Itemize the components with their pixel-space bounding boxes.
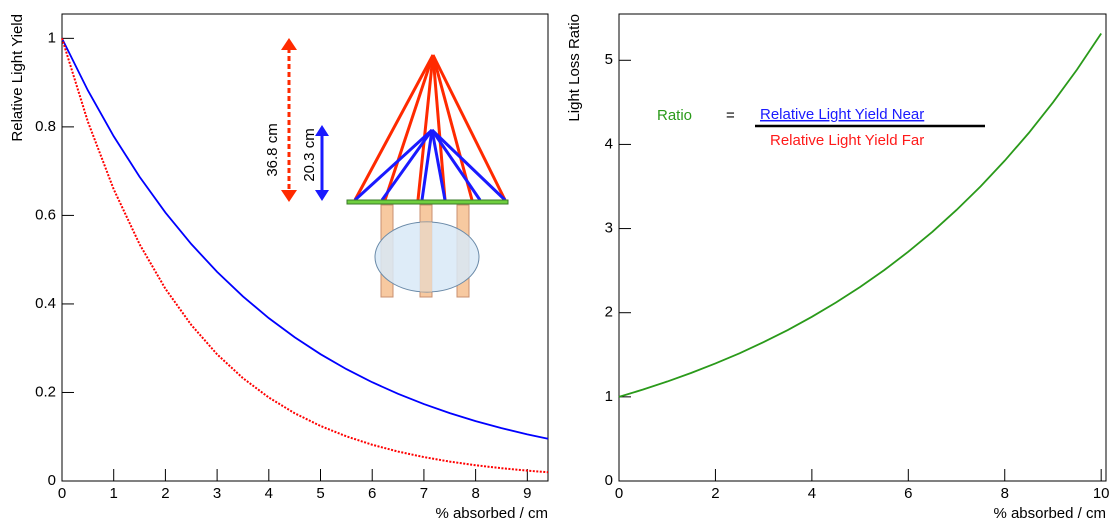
inset-diagram: 36.8 cm 20.3 cm: [264, 38, 509, 298]
y-tick-label: 0.2: [35, 383, 56, 400]
y-axis-title: Relative Light Yield: [9, 14, 26, 142]
x-tick-label: 10: [1093, 485, 1110, 502]
annotation: Ratio: [657, 107, 692, 124]
blue-rays: [353, 128, 507, 202]
y-tick-label: 0: [48, 472, 56, 489]
y-tick-label: 0.4: [35, 295, 56, 312]
y-tick-label: 1: [48, 29, 56, 46]
plot-frame: [61, 13, 549, 482]
data-line: [61, 38, 549, 474]
y-tick-label: 2: [605, 304, 613, 321]
plot-frame: [618, 13, 1107, 482]
x-tick-label: 6: [368, 485, 376, 502]
y-tick-label: 0.8: [35, 118, 56, 135]
x-tick-label: 2: [711, 485, 719, 502]
x-tick-label: 1: [110, 485, 118, 502]
y-tick-label: 1: [605, 388, 613, 405]
formula: Ratio = Relative Light Yield Near Relati…: [657, 106, 985, 149]
data-line: [618, 33, 1102, 398]
data-line: [61, 37, 549, 440]
panel: 0 2 4 6 8 10 0 1 2 3 4 5 % absorbed / cm Light Loss R…: [566, 13, 1110, 522]
rod: [420, 222, 432, 292]
x-axis-title: % absorbed / cm: [993, 505, 1106, 522]
plate: [346, 199, 509, 205]
x-tick-label: 4: [265, 485, 273, 502]
x-tick-label: 3: [213, 485, 221, 502]
x-tick-label: 0: [58, 485, 66, 502]
annotation: 20.3 cm: [301, 128, 318, 181]
panel: 0 1 2 3 4 5 6 7 8 9 0 0.2 0.4 0.6 0.8 1 % absorbed / cm R…: [9, 13, 549, 522]
x-tick-label: 8: [1001, 485, 1009, 502]
y-axis-title: Light Loss Ratio: [566, 14, 583, 122]
annotation: 36.8 cm: [264, 123, 281, 176]
y-tick-label: 5: [605, 51, 613, 68]
x-tick-label: 2: [161, 485, 169, 502]
annotation: Relative Light Yield Near: [760, 106, 924, 123]
red-rays: [353, 54, 507, 201]
x-tick-label: 5: [316, 485, 324, 502]
y-tick-label: 0.6: [35, 206, 56, 223]
x-tick-label: 4: [808, 485, 816, 502]
x-tick-label: 7: [420, 485, 428, 502]
y-tick-label: 3: [605, 220, 613, 237]
x-tick-label: 6: [904, 485, 912, 502]
x-tick-label: 0: [615, 485, 623, 502]
y-tick-label: 0: [605, 472, 613, 489]
x-tick-label: 9: [523, 485, 531, 502]
x-tick-label: 8: [471, 485, 479, 502]
annotation: =: [726, 107, 735, 124]
x-axis-title: % absorbed / cm: [435, 505, 548, 522]
annotation: Relative Light Yield Far: [770, 132, 924, 149]
y-tick-label: 4: [605, 135, 613, 152]
